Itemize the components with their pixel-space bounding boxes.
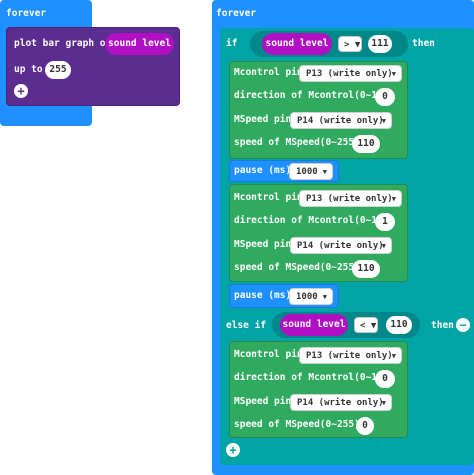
mspeed-pin-label-2: MSpeed pin	[234, 239, 292, 250]
pause-dropdown-1[interactable]: 1000 ▼	[289, 163, 333, 180]
dropdown-caret-icon: ▼	[391, 352, 396, 360]
mspeed-pin-dropdown-1[interactable]: P14 (write only) ▼	[290, 112, 392, 129]
add-icon[interactable]: +	[14, 84, 28, 98]
forever-label-right: forever	[216, 8, 257, 19]
direction-value-2[interactable]: 1	[375, 213, 395, 231]
remove-icon[interactable]: −	[456, 318, 470, 332]
dropdown-caret-icon: ▼	[391, 195, 396, 203]
if-then-label: then	[412, 38, 435, 49]
mcontrol-pin-dropdown-2[interactable]: P13 (write only) ▼	[299, 190, 402, 207]
plot-bar-graph-label: plot bar graph of	[14, 38, 112, 49]
dropdown-caret-icon: ▼	[381, 242, 386, 250]
forever-label: forever	[6, 8, 47, 19]
direction-label-1: direction of Mcontrol(0~1)	[234, 90, 383, 101]
mcontrol-pin-value-3: P13 (write only)	[306, 351, 393, 361]
mcontrol-pin-value-2: P13 (write only)	[306, 194, 393, 204]
speed-value-1[interactable]: 110	[352, 135, 380, 153]
if-operator-dropdown[interactable]: > ▼	[338, 36, 362, 52]
dropdown-caret-icon: ▼	[322, 168, 327, 176]
speed-label-2: speed of MSpeed(0~255)	[234, 262, 360, 273]
pause-value-1: 1000	[296, 167, 318, 177]
pause-value-2: 1000	[296, 292, 318, 302]
mspeed-pin-value-2: P14 (write only)	[297, 241, 384, 251]
direction-value-3[interactable]: 0	[375, 370, 395, 388]
else-if-threshold-value[interactable]: 110	[386, 316, 412, 334]
up-to-label: up to	[14, 64, 43, 75]
mcontrol-pin-label-1: Mcontrol pin	[234, 67, 303, 78]
mcontrol-pin-label-2: Mcontrol pin	[234, 192, 303, 203]
dropdown-caret-icon: ▼	[391, 70, 396, 78]
direction-label-3: direction of Mcontrol(0~1)	[234, 372, 383, 383]
if-label: if	[226, 38, 238, 49]
if-operator: >	[344, 40, 350, 50]
else-if-then-label: then	[431, 320, 454, 331]
dropdown-caret-icon: ▼	[354, 40, 361, 50]
mcontrol-pin-dropdown-1[interactable]: P13 (write only) ▼	[299, 65, 402, 82]
speed-value-2[interactable]: 110	[352, 260, 380, 278]
mspeed-pin-dropdown-3[interactable]: P14 (write only) ▼	[290, 394, 392, 411]
else-if-operator: <	[360, 321, 366, 331]
speed-value-3[interactable]: 0	[356, 417, 374, 435]
mspeed-pin-value-1: P14 (write only)	[297, 116, 384, 126]
add-else-icon[interactable]: +	[226, 443, 240, 457]
dropdown-caret-icon: ▼	[381, 399, 386, 407]
mspeed-pin-dropdown-2[interactable]: P14 (write only) ▼	[290, 237, 392, 254]
if-threshold-value[interactable]: 111	[368, 35, 392, 53]
sound-level-reporter[interactable]: sound level	[105, 33, 174, 55]
mcontrol-pin-value-1: P13 (write only)	[306, 69, 393, 79]
else-if-sound-level-reporter[interactable]: sound level	[280, 314, 348, 336]
direction-value-1[interactable]: 0	[375, 88, 395, 106]
up-to-value[interactable]: 255	[45, 61, 71, 79]
pause-label-1: pause (ms)	[234, 165, 292, 176]
pause-dropdown-2[interactable]: 1000 ▼	[289, 288, 333, 305]
else-if-operator-dropdown[interactable]: < ▼	[354, 317, 378, 333]
speed-label-3: speed of MSpeed(0~255)	[234, 419, 360, 430]
speed-label-1: speed of MSpeed(0~255)	[234, 137, 360, 148]
dropdown-caret-icon: ▼	[370, 321, 377, 331]
else-if-label: else if	[226, 320, 267, 331]
mspeed-pin-label-1: MSpeed pin	[234, 114, 292, 125]
mcontrol-pin-label-3: Mcontrol pin	[234, 349, 303, 360]
dropdown-caret-icon: ▼	[322, 293, 327, 301]
mspeed-pin-value-3: P14 (write only)	[297, 398, 384, 408]
mspeed-pin-label-3: MSpeed pin	[234, 396, 292, 407]
pause-label-2: pause (ms)	[234, 290, 292, 301]
direction-label-2: direction of Mcontrol(0~1)	[234, 215, 383, 226]
mcontrol-pin-dropdown-3[interactable]: P13 (write only) ▼	[299, 347, 402, 364]
if-sound-level-reporter[interactable]: sound level	[262, 33, 332, 55]
dropdown-caret-icon: ▼	[381, 117, 386, 125]
